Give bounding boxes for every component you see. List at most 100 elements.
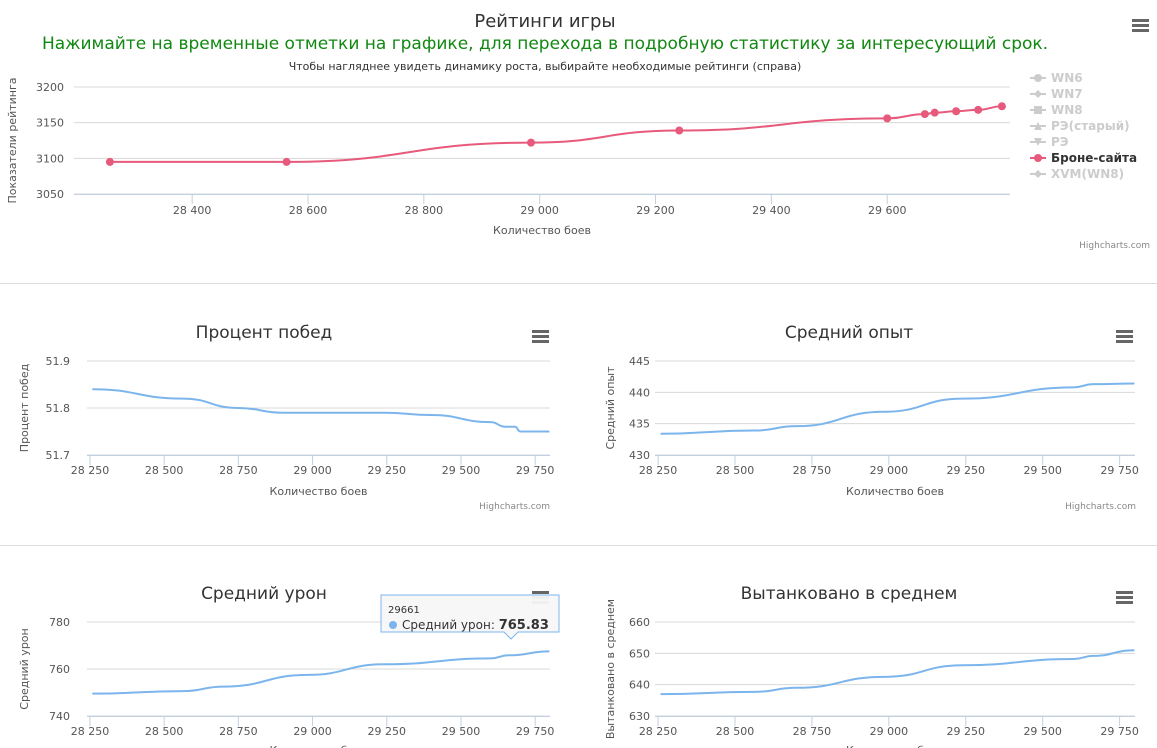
series-line[interactable] [92,388,550,433]
y-tick-label: 3150 [36,117,64,130]
chart-title: Вытанковано в среднем [741,584,958,604]
legend-label: WN7 [1051,87,1083,101]
x-tick-label: 28 750 [219,464,258,477]
x-tick-label: 29 500 [442,464,481,477]
data-point[interactable] [526,138,535,147]
data-point[interactable] [930,108,939,117]
x-tick-label: 28 800 [405,204,444,217]
legend-square-icon [1034,106,1042,114]
credits-link[interactable]: Highcharts.com [1065,502,1136,512]
x-tick-label: 28 250 [639,464,678,477]
chart-title: Средний опыт [785,323,913,343]
x-axis-title: Количество боев [846,485,944,498]
x-tick-label: 29 000 [520,204,559,217]
x-axis-title: Количество боев [493,224,591,237]
y-tick-label: 760 [49,663,70,676]
y-tick-label: 440 [629,386,650,399]
x-tick-label: 28 500 [145,725,184,738]
menu-icon[interactable] [1116,591,1133,604]
x-tick-label: 29 250 [368,464,407,477]
x-tick-label: 29 000 [293,464,332,477]
x-tick-label: 29 500 [1023,725,1062,738]
legend-triangle-down-icon [1034,138,1042,146]
tooltip: 29661 Средний урон: 765.83 [380,594,560,640]
series-line[interactable] [660,649,1135,696]
credits-link[interactable]: Highcharts.com [479,502,550,512]
legend-item[interactable]: Броне-сайта [1030,151,1137,165]
x-tick-label: 28 250 [71,464,110,477]
legend-item[interactable]: XVM(WN8) [1030,167,1124,181]
credits-link[interactable]: Highcharts.com [1079,241,1150,251]
chart-title: Процент побед [196,323,333,343]
y-axis-title: Средний урон [18,628,31,709]
x-tick-label: 28 750 [793,464,832,477]
data-point[interactable] [883,114,892,123]
y-tick-label: 650 [629,647,650,660]
y-tick-label: 3100 [36,152,64,165]
legend-label: Броне-сайта [1051,151,1137,165]
y-axis-title: Показатели рейтинга [6,78,19,204]
x-tick-label: 29 250 [368,725,407,738]
legend-item[interactable]: РЭ [1030,135,1069,149]
x-tick-label: 28 600 [289,204,328,217]
series-line[interactable] [109,105,1002,163]
legend-item[interactable]: РЭ(старый) [1030,119,1130,133]
legend-diamond-icon [1034,90,1042,98]
chart-subtitle: Чтобы нагляднее увидеть динамику роста, … [289,60,802,73]
data-point[interactable] [282,157,291,166]
y-tick-label: 780 [49,616,70,629]
legend-item[interactable]: WN7 [1030,87,1083,101]
legend: WN6 WN7 WN8 РЭ(старый) РЭ Броне-сайта XVM(WN8) [1030,71,1137,181]
series-line[interactable] [92,650,550,695]
x-tick-label: 28 500 [145,464,184,477]
y-axis-title: Вытанковано в среднем [604,599,617,739]
x-tick-label: 28 250 [639,725,678,738]
chart-2: Средний опыт 430 435 440 445 28 250 28 500 28 7… [604,323,1139,512]
x-tick-label: 29 000 [870,725,909,738]
legend-label: WN6 [1051,71,1083,85]
x-tick-label: 29 750 [516,725,555,738]
divider [0,283,1157,284]
x-tick-label: 29 000 [870,464,909,477]
y-tick-label: 3050 [36,188,64,201]
chart-3: Средний урон 740 760 780 28 250 28 500 28 750 2… [18,584,560,748]
y-tick-label: 3200 [36,81,64,94]
data-point[interactable] [675,126,684,135]
chart-title: Средний урон [201,584,327,604]
legend-circle-icon [1034,74,1042,82]
notice-text: Нажимайте на временные отметки на график… [42,34,1048,54]
tooltip-marker [389,621,397,629]
x-axis-title: Количество боев [270,485,368,498]
legend-item[interactable]: WN6 [1030,71,1083,85]
data-point[interactable] [105,157,114,166]
legend-label: РЭ [1051,135,1069,149]
legend-label: XVM(WN8) [1051,167,1124,181]
data-point[interactable] [920,110,929,119]
x-tick-label: 29 200 [636,204,675,217]
tooltip-x: 29661 [388,605,420,616]
legend-item[interactable]: WN8 [1030,103,1083,117]
x-tick-label: 28 750 [219,725,258,738]
y-tick-label: 51.9 [46,355,71,368]
chart-1: Процент побед 51.7 51.8 51.9 28 250 28 500 28 … [18,323,554,512]
x-tick-label: 29 750 [516,464,555,477]
series-line[interactable] [660,382,1135,435]
x-tick-label: 29 500 [442,725,481,738]
x-tick-label: 28 250 [71,725,110,738]
x-tick-label: 28 500 [716,464,755,477]
legend-diamond-icon [1034,170,1042,178]
y-tick-label: 445 [629,355,650,368]
menu-icon[interactable] [1116,330,1133,343]
menu-icon[interactable] [532,330,549,343]
y-tick-label: 630 [629,710,650,723]
legend-label: WN8 [1051,103,1083,117]
legend-label: РЭ(старый) [1051,119,1130,133]
data-point[interactable] [952,107,961,116]
data-point[interactable] [997,102,1006,111]
divider [0,545,1157,546]
menu-icon[interactable] [1132,19,1149,32]
x-axis-title: Количество боев [846,744,944,748]
data-point[interactable] [974,105,983,114]
